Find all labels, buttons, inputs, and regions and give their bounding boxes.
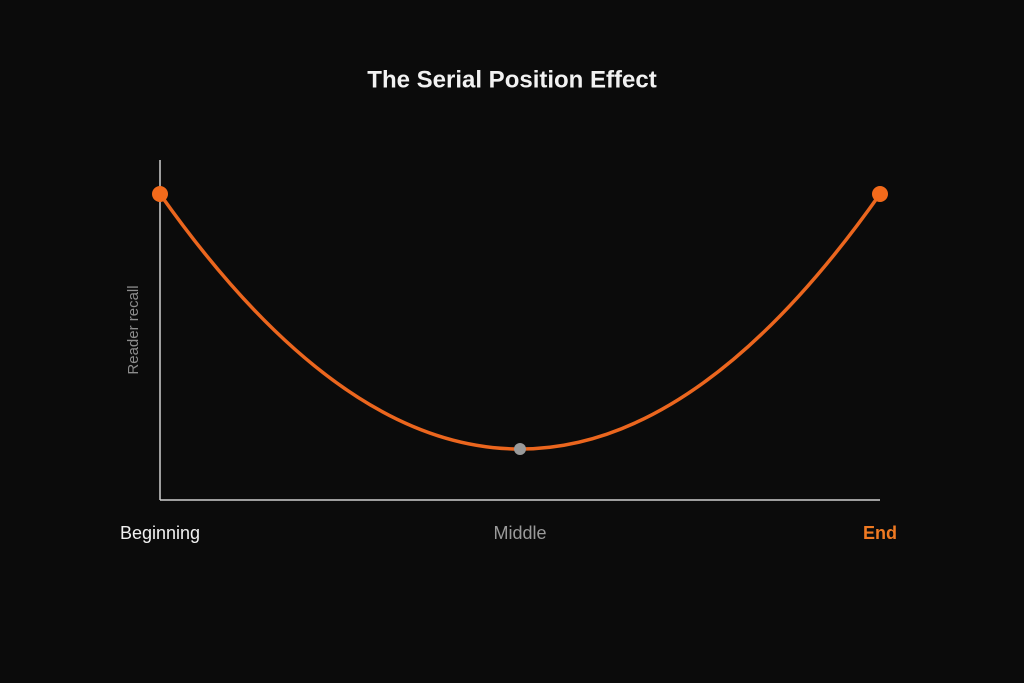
x-tick-label: End [863, 523, 897, 543]
point [514, 443, 526, 455]
curve [158, 192, 882, 451]
x-tick-label: Middle [493, 523, 546, 543]
point [152, 186, 168, 202]
y-axis-label: Reader recall [125, 285, 142, 374]
chart-title: The Serial Position Effect [367, 66, 656, 93]
point [872, 186, 888, 202]
x-tick-label: Beginning [120, 523, 200, 543]
